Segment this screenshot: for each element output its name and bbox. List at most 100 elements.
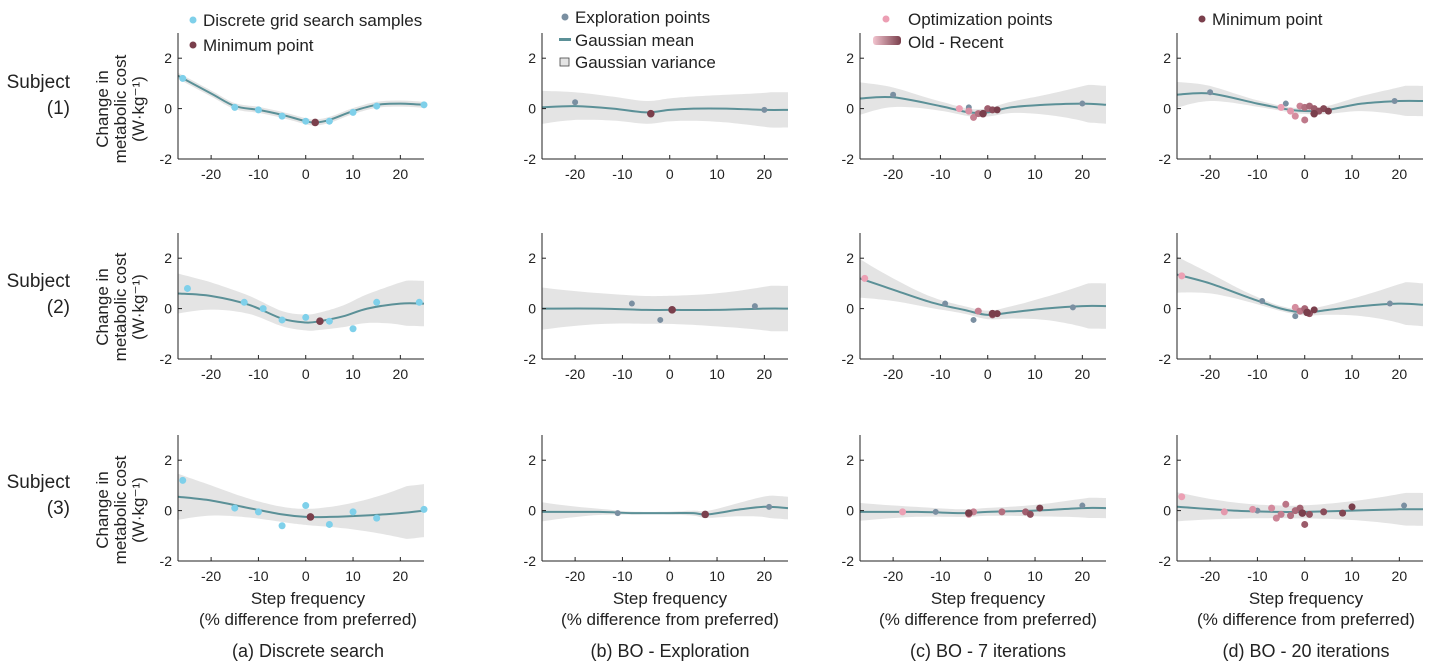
optimization-point <box>1268 504 1276 512</box>
x-tick-label: -20 <box>1200 166 1220 182</box>
optimization-point <box>1301 116 1309 124</box>
x-tick-label: 0 <box>302 366 310 382</box>
optimization-point <box>1282 500 1290 508</box>
legend-col-d: Minimum point <box>1198 10 1323 29</box>
svg-text:Step frequency: Step frequency <box>251 589 366 608</box>
x-tick-label: -10 <box>930 166 950 182</box>
y-tick-label: 0 <box>164 503 172 519</box>
x-tick-label: 10 <box>709 568 725 584</box>
panel-1-c: -202-20 -10 0 10 20 <box>842 33 1107 182</box>
variance-band <box>178 72 424 126</box>
grid-search-point <box>183 284 191 292</box>
exploration-point <box>766 503 773 510</box>
minimum-point <box>965 509 973 517</box>
x-tick-label: -10 <box>612 166 632 182</box>
xlabel-col-a: Step frequency (% difference from prefer… <box>199 589 417 629</box>
grid-search-point <box>420 505 428 513</box>
gaussian-mean-line <box>541 105 789 114</box>
panel-3-d: -202-20 -10 0 10 20 <box>1159 435 1424 584</box>
exploration-point <box>572 99 579 106</box>
gaussian-mean-line <box>177 74 425 124</box>
gaussian-mean-line <box>1176 92 1424 113</box>
minimum-point <box>1310 109 1318 118</box>
x-tick-label: 10 <box>1344 366 1360 382</box>
x-tick-label: -20 <box>201 366 221 382</box>
x-tick-label: 0 <box>984 366 992 382</box>
y-tick-label: 2 <box>164 50 172 66</box>
legend-exploration-marker <box>561 13 569 21</box>
x-tick-label: 0 <box>302 166 310 182</box>
y-tick-label: 0 <box>846 101 854 117</box>
x-tick-label: 20 <box>1075 568 1091 584</box>
exploration-point <box>761 106 768 113</box>
panel-2-d: -202-20 -10 0 10 20 <box>1159 233 1424 382</box>
ylabel-row-1: Change in metabolic cost (W·kg⁻¹) <box>93 54 148 163</box>
y-tick-label: 0 <box>528 503 536 519</box>
panel-1-d: -202-20 -10 0 10 20 <box>1159 33 1424 182</box>
x-tick-label: -20 <box>883 366 903 382</box>
y-tick-label: 0 <box>846 503 854 519</box>
optimization-point <box>998 508 1006 516</box>
x-tick-label: 20 <box>1392 568 1408 584</box>
xlabel-col-c: Step frequency (% difference from prefer… <box>879 589 1097 629</box>
y-tick-label: 0 <box>164 301 172 317</box>
exploration-point <box>1259 298 1266 305</box>
variance-band <box>860 82 1106 124</box>
x-tick-label: -10 <box>612 366 632 382</box>
svg-text:(1): (1) <box>47 98 70 119</box>
variance-band <box>542 285 788 332</box>
y-tick-label: 2 <box>1163 250 1171 266</box>
y-tick-label: 0 <box>846 301 854 317</box>
grid-search-point <box>231 103 239 111</box>
legend-variance-label: Gaussian variance <box>575 53 716 72</box>
x-tick-label: 10 <box>1344 166 1360 182</box>
minimum-point <box>311 118 319 127</box>
optimization-point <box>1291 112 1299 120</box>
panel-3-c: -202-20 -10 0 10 20 <box>842 435 1107 584</box>
exploration-point <box>1069 304 1076 311</box>
ylabel-row-3: Change in metabolic cost (W·kg⁻¹) <box>93 455 148 564</box>
grid-search-point <box>179 74 187 82</box>
x-tick-label: 0 <box>984 568 992 584</box>
optimization-point <box>1220 508 1228 516</box>
svg-text:Subject: Subject <box>7 472 71 493</box>
optimization-point <box>1287 512 1295 520</box>
exploration-point <box>751 303 758 310</box>
svg-text:metabolic cost: metabolic cost <box>111 455 130 564</box>
svg-text:(% difference from preferred): (% difference from preferred) <box>199 610 417 629</box>
subject-label-2: Subject (2) <box>7 271 71 318</box>
x-tick-label: -10 <box>248 568 268 584</box>
y-tick-label: 0 <box>528 301 536 317</box>
panel-2-a: -202-20 -10 0 10 20 <box>160 233 425 382</box>
svg-text:Subject: Subject <box>7 271 71 292</box>
optimization-point <box>1277 103 1285 111</box>
exploration-point <box>1292 313 1299 320</box>
svg-text:(% difference from preferred): (% difference from preferred) <box>879 610 1097 629</box>
variance-band <box>1177 256 1423 327</box>
xlabel-col-d: Step frequency (% difference from prefer… <box>1197 589 1415 629</box>
x-tick-label: 10 <box>345 568 361 584</box>
grid-search-point <box>254 508 262 516</box>
x-tick-label: 10 <box>345 166 361 182</box>
optimization-point <box>1178 272 1186 280</box>
optimization-point <box>970 113 978 121</box>
grid-search-point <box>179 476 187 484</box>
optimization-point <box>1178 493 1186 501</box>
exploration-point <box>1386 300 1393 307</box>
grid-search-point <box>420 101 428 109</box>
x-tick-label: 20 <box>757 166 773 182</box>
exploration-point <box>1079 100 1086 107</box>
grid-search-point <box>278 112 286 120</box>
optimization-point <box>1291 303 1299 311</box>
minimum-point <box>1303 308 1311 317</box>
x-tick-label: 10 <box>709 166 725 182</box>
grid-search-point <box>349 108 357 116</box>
optimization-point <box>1036 504 1044 512</box>
variance-band <box>542 495 788 522</box>
exploration-point <box>932 508 939 515</box>
x-tick-label: -20 <box>565 366 585 382</box>
gaussian-mean-line <box>177 292 425 324</box>
legend-col-c: Optimization points Old - Recent <box>873 10 1053 52</box>
x-tick-label: -10 <box>612 568 632 584</box>
exploration-point <box>1079 502 1086 509</box>
